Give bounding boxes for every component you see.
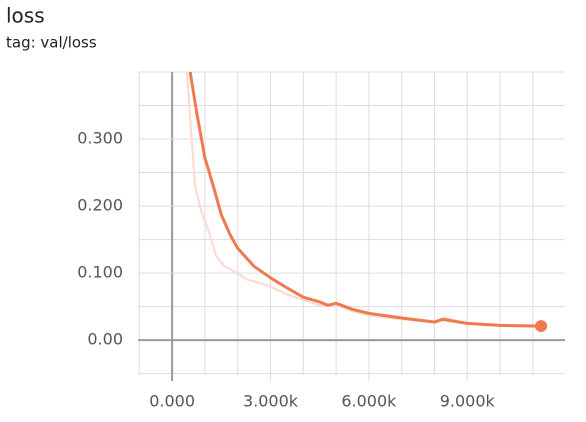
end-marker xyxy=(535,320,548,333)
x-tick-label: 9.000k xyxy=(440,392,496,411)
x-tick-label: 0.000 xyxy=(149,392,195,411)
y-tick-label: 0.100 xyxy=(77,263,123,282)
x-tick-label: 6.000k xyxy=(341,392,397,411)
chart-title: loss xyxy=(6,4,45,28)
line-series xyxy=(188,72,542,328)
chart-subtitle: tag: val/loss xyxy=(6,34,97,52)
x-tick-label: 3.000k xyxy=(243,392,299,411)
y-tick-label: 0.200 xyxy=(77,196,123,215)
y-tick-label: 0.300 xyxy=(77,129,123,148)
y-tick-label: 0.00 xyxy=(87,330,123,349)
line-series xyxy=(185,72,542,328)
